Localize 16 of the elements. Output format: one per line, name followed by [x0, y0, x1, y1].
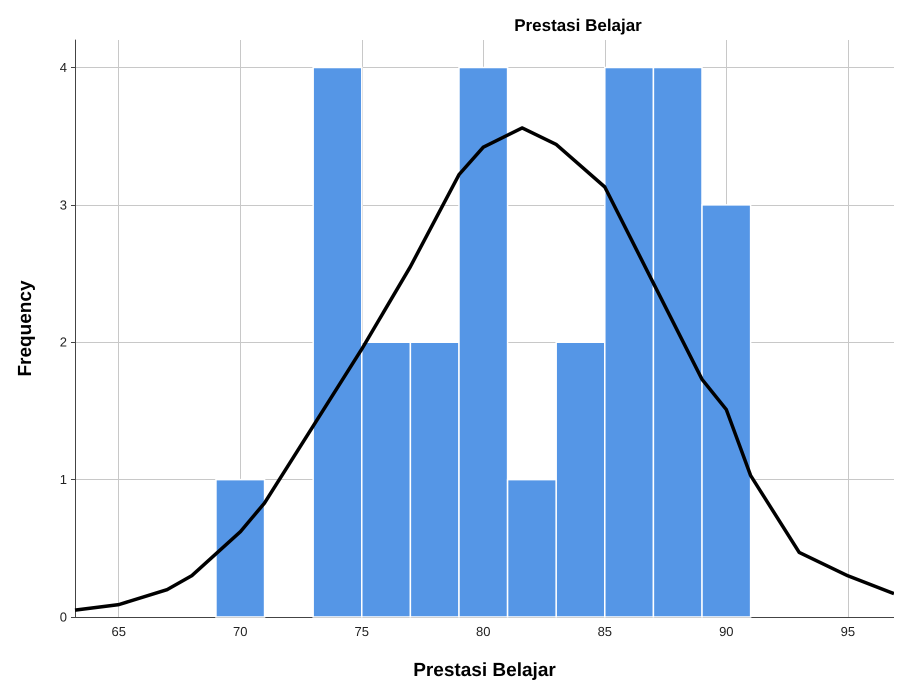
x-tick-label: 85	[598, 624, 612, 639]
x-axis-title: Prestasi Belajar	[413, 660, 556, 681]
x-tick-label: 70	[233, 624, 248, 639]
chart-title: Prestasi Belajar	[514, 16, 642, 35]
x-tick-label: 65	[112, 624, 126, 639]
y-axis-title: Frequency	[15, 280, 36, 377]
x-tick-label: 90	[719, 624, 734, 639]
y-tick-label: 2	[60, 334, 67, 350]
y-tick-label: 3	[60, 197, 67, 212]
y-tick-label: 1	[60, 472, 67, 488]
x-tick-label: 80	[476, 624, 491, 639]
y-tick-label: 0	[60, 610, 67, 624]
x-tick-label: 75	[354, 624, 370, 639]
y-tick-label: 4	[60, 60, 67, 75]
line-series	[73, 126, 894, 612]
x-tick-label: 95	[840, 624, 856, 639]
